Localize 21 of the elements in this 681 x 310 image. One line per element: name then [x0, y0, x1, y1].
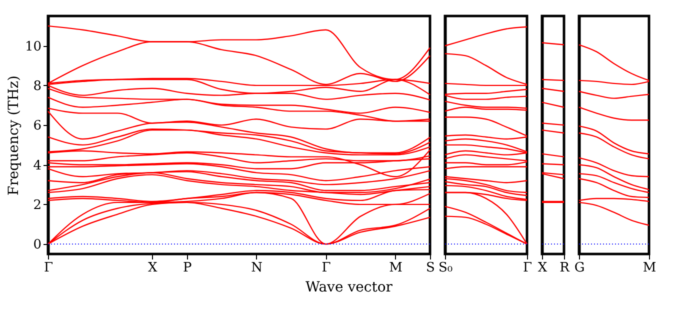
y-tick-label: 2 [33, 198, 42, 213]
x-tick-label: M [642, 260, 656, 276]
x-tick-label: X [538, 260, 548, 276]
x-tick-label: G [574, 260, 585, 276]
x-tick-label: Γ [322, 260, 331, 276]
x-tick-label: P [183, 260, 192, 276]
y-tick-label: 8 [33, 78, 42, 94]
y-tick-label: 6 [33, 118, 42, 134]
x-tick-label: S [426, 260, 435, 276]
y-tick-label: 10 [24, 39, 42, 54]
y-tick-label: 0 [33, 238, 42, 253]
x-tick-label: Γ [44, 260, 54, 276]
x-tick-label: Γ [522, 260, 532, 276]
x-axis-title: Wave vector [306, 280, 393, 296]
x-tick-label: S₀ [438, 260, 453, 276]
y-tick-label: 4 [33, 158, 42, 174]
x-tick-label: R [560, 260, 571, 276]
y-axis-title: Frequency (THz) [6, 75, 22, 196]
x-tick-label: X [148, 260, 158, 276]
x-tick-label: M [389, 260, 402, 276]
x-tick-label: N [251, 260, 263, 276]
